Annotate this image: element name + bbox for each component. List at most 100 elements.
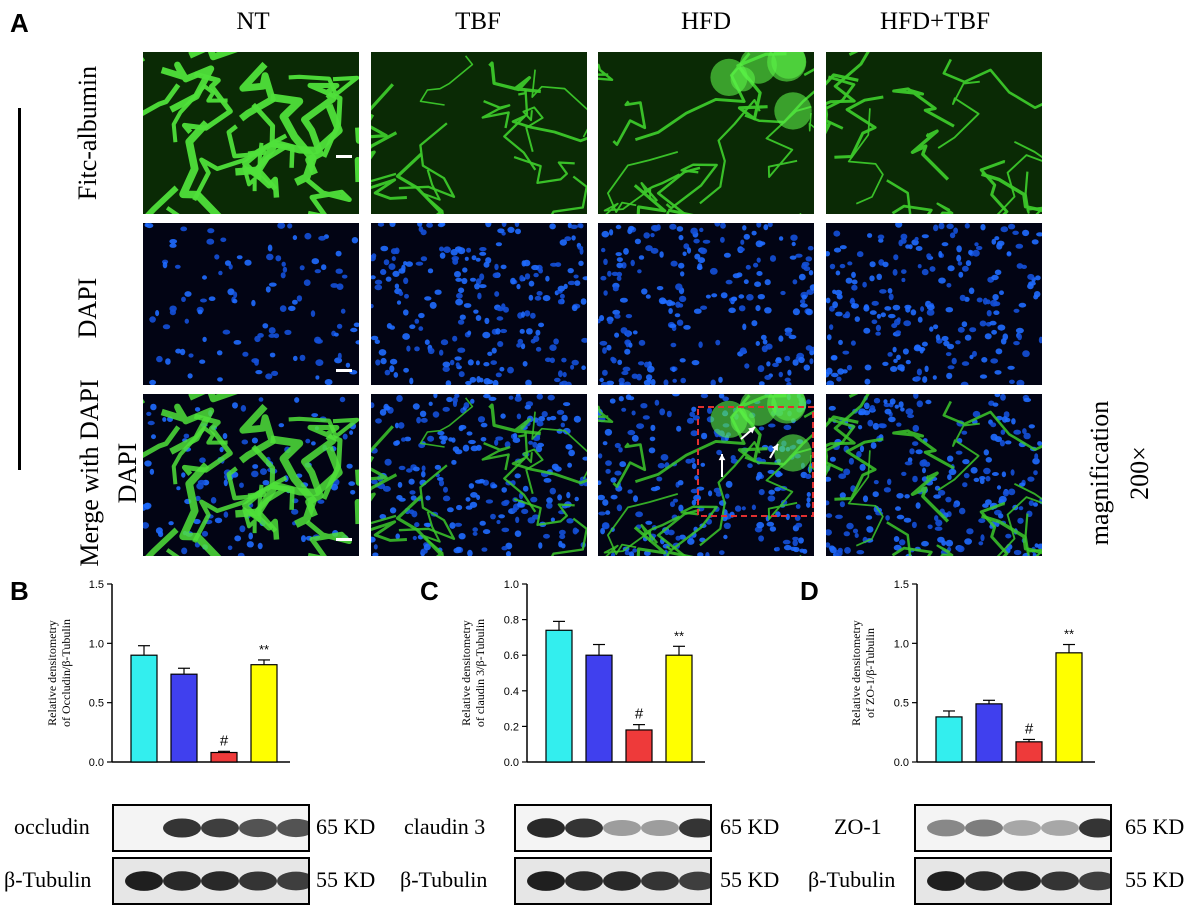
blot-band <box>239 871 277 891</box>
y-tick-label: 0.6 <box>504 650 519 662</box>
blot-band <box>239 818 277 838</box>
blot-loading-panel <box>514 857 712 905</box>
x-tick-label: TBF <box>588 777 610 780</box>
blot-label-zo-1: ZO-1 <box>834 814 882 839</box>
y-axis-label: Relative densitometry <box>45 620 59 726</box>
molecular-weight-label: 65 KD <box>720 814 780 839</box>
scale-bar <box>336 155 352 158</box>
micrograph-dapi-nt <box>143 223 359 385</box>
scale-bar <box>336 369 352 372</box>
significance-mark: ** <box>1064 627 1074 642</box>
y-tick-label: 1.0 <box>89 638 104 650</box>
panel-label-a: A <box>10 8 29 38</box>
micrograph-merge-tbf <box>371 394 587 556</box>
bar-hfd-tbf <box>665 654 693 763</box>
blot-band <box>277 871 308 891</box>
blot-band <box>679 871 710 891</box>
bar-tbf <box>585 654 613 763</box>
significance-mark: ** <box>674 628 684 643</box>
magnification-label: magnification <box>1085 400 1114 546</box>
loading-control-label: β-Tubulin <box>400 867 488 892</box>
significance-mark: # <box>1025 720 1034 737</box>
magnification-value: 200× <box>1125 446 1154 500</box>
column-header-hfd-tbf: HFD+TBF <box>880 8 990 35</box>
bar-hfd <box>1015 741 1043 763</box>
x-tick-label: NT <box>136 777 153 780</box>
blot-label-occludin: occludin <box>14 814 90 839</box>
loading-control-label: β-Tubulin <box>808 867 896 892</box>
column-header-nt: NT <box>236 8 270 35</box>
molecular-weight-label: 55 KD <box>720 867 780 892</box>
y-tick-label: 0.0 <box>504 757 519 769</box>
blot-label-claudin-3: claudin 3 <box>404 814 486 839</box>
micrograph-merge-hfd-tbf <box>826 394 1042 556</box>
x-tick-label: HFD <box>212 777 236 780</box>
blot-loading-panel <box>112 857 310 905</box>
blot-band <box>527 871 565 891</box>
y-tick-label: 0.4 <box>504 686 519 698</box>
blot-band <box>163 818 201 838</box>
blot-band <box>125 871 163 891</box>
x-tick-label: HFD <box>1017 777 1041 780</box>
bar-nt <box>545 629 573 763</box>
micrograph-dapi-tbf <box>371 223 587 385</box>
blot-band <box>679 818 710 838</box>
y-axis-label: Relative densitometry <box>459 620 473 726</box>
blot-target-panel <box>914 804 1112 852</box>
micrograph-dapi-hfd-tbf <box>826 223 1042 385</box>
blot-band <box>527 818 565 838</box>
y-tick-label: 1.5 <box>894 579 909 591</box>
micrograph-fitc-nt <box>143 52 359 214</box>
x-tick-label: NT <box>551 777 568 780</box>
blot-band <box>641 871 679 891</box>
blot-band <box>965 819 1003 837</box>
panel-label-c: C <box>420 576 439 606</box>
column-header-hfd: HFD <box>680 8 731 35</box>
y-tick-label: 0.0 <box>89 757 104 769</box>
micrograph-merge-nt <box>143 394 359 556</box>
blot-band <box>201 871 239 891</box>
blot-band <box>603 871 641 891</box>
blot-band <box>1041 871 1079 891</box>
x-tick-label: HFD+TBF <box>238 777 291 780</box>
blot-target-panel <box>112 804 310 852</box>
blot-band <box>201 818 239 838</box>
y-tick-label: 0.2 <box>504 721 519 733</box>
bar-hfd-tbf <box>1055 652 1083 763</box>
micrograph-fitc-hfd-tbf <box>826 52 1042 214</box>
row-header-fitc: Fitc-albumin <box>73 65 102 201</box>
y-axis-label: Relative densitometry <box>849 620 863 726</box>
row-header-dapi: DAPI <box>73 277 102 339</box>
y-tick-label: 0.5 <box>89 698 104 710</box>
panel-label-b: B <box>10 576 29 606</box>
bar-tbf <box>170 673 198 763</box>
y-tick-label: 1.0 <box>894 638 909 650</box>
molecular-weight-label: 55 KD <box>316 867 376 892</box>
x-tick-label: HFD <box>627 777 651 780</box>
x-tick-label: TBF <box>173 777 195 780</box>
blot-band <box>565 818 603 838</box>
y-axis-label: of ZO-1/β-Tubulin <box>863 628 877 718</box>
blot-target-panel <box>514 804 712 852</box>
blot-band <box>1003 820 1041 836</box>
y-tick-label: 0.5 <box>894 698 909 710</box>
significance-mark: # <box>220 732 229 749</box>
bar-hfd-tbf <box>250 664 278 763</box>
blot-band <box>565 871 603 891</box>
chart-d: D 0.0 0.5 1.0 1.5 Relative densitometry of ZO-… <box>800 576 1096 780</box>
x-tick-label: TBF <box>978 777 1000 780</box>
micrograph-merge-hfd <box>598 394 814 556</box>
blot-band <box>163 871 201 891</box>
y-tick-label: 0.8 <box>504 615 519 627</box>
y-tick-label: 1.5 <box>89 579 104 591</box>
chart-b: B 0.0 0.5 1.0 1.5 Relative densitometry of Occ… <box>10 576 291 780</box>
molecular-weight-label: 65 KD <box>1125 814 1185 839</box>
row-header-merge: Merge with DAPI <box>75 379 104 567</box>
loading-control-label: β-Tubulin <box>4 867 92 892</box>
blot-loading-panel <box>914 857 1112 905</box>
row-header-merge-dapi: DAPI <box>113 442 142 504</box>
micrograph-dapi-hfd <box>598 223 814 385</box>
micrograph-fitc-tbf <box>371 52 587 214</box>
bar-nt <box>935 716 963 763</box>
